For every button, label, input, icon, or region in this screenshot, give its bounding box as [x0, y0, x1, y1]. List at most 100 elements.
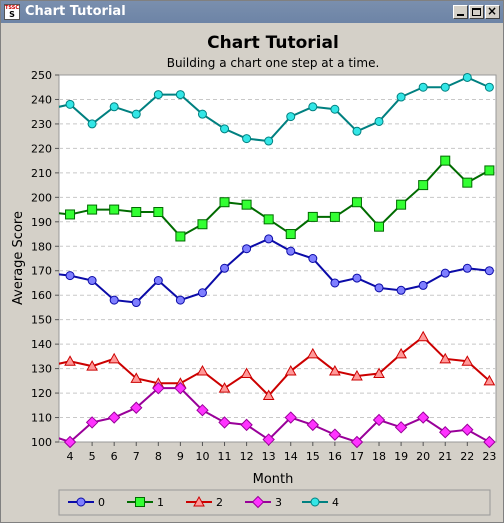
data-point: [306, 347, 319, 359]
y-tick-label: 230: [31, 118, 52, 131]
data-point: [417, 330, 430, 342]
x-tick-label: 8: [155, 450, 162, 463]
data-point: [440, 268, 450, 278]
x-tick-label: 7: [133, 450, 140, 463]
data-point: [396, 92, 406, 102]
close-icon: ×: [487, 4, 498, 18]
x-tick-label: 21: [438, 450, 452, 463]
data-point: [483, 435, 496, 448]
x-tick-label: 16: [328, 450, 342, 463]
data-point: [153, 207, 164, 218]
legend-marker: [251, 495, 265, 509]
x-tick-label: 22: [460, 450, 474, 463]
title-bar[interactable]: TSSC S Chart Tutorial ×: [1, 1, 503, 23]
data-point: [373, 367, 385, 378]
series-group: [59, 72, 496, 448]
window-title: Chart Tutorial: [25, 4, 126, 19]
data-point: [87, 276, 97, 286]
data-point: [286, 112, 296, 122]
data-point: [308, 102, 318, 112]
maximize-icon: [472, 8, 481, 16]
y-tick-label: 180: [31, 240, 52, 253]
y-tick-label: 110: [31, 412, 52, 425]
data-point: [220, 124, 230, 134]
x-tick-label: 20: [416, 450, 430, 463]
legend-label: 0: [98, 496, 105, 509]
data-point: [350, 435, 364, 448]
app-icon-text-top: TSSC: [5, 5, 20, 11]
data-point: [241, 199, 252, 210]
data-point: [130, 372, 143, 383]
data-point: [131, 298, 141, 308]
data-point: [109, 295, 119, 305]
minimize-icon: [457, 14, 464, 16]
chart-title: Chart Tutorial: [207, 33, 339, 53]
data-point: [285, 229, 296, 240]
minimize-button[interactable]: [453, 5, 468, 19]
legend-marker: [76, 497, 86, 507]
data-point: [462, 263, 472, 273]
legend-entry: 3: [245, 495, 282, 509]
data-point: [263, 214, 274, 225]
data-point: [65, 271, 75, 281]
y-tick-label: 250: [31, 69, 52, 82]
data-point: [483, 374, 496, 386]
x-tick-label: 10: [195, 450, 209, 463]
series-3: [59, 381, 496, 448]
data-point: [484, 266, 494, 276]
data-point: [196, 365, 209, 376]
data-point: [65, 99, 75, 109]
data-point: [396, 285, 406, 295]
series-1: [59, 155, 495, 242]
data-point: [484, 82, 494, 92]
app-icon-text-bottom: S: [9, 10, 15, 19]
data-point: [262, 433, 275, 446]
x-axis-label: Month: [253, 472, 294, 487]
data-point: [240, 418, 253, 432]
legend-entry: 0: [68, 496, 105, 509]
data-point: [240, 367, 253, 378]
data-point: [85, 416, 99, 429]
data-point: [87, 119, 97, 129]
data-point: [352, 126, 362, 136]
data-point: [175, 295, 185, 305]
data-point: [286, 246, 296, 256]
app-icon: TSSC S: [4, 4, 20, 20]
x-tick-label: 9: [177, 450, 184, 463]
x-tick-label: 5: [89, 450, 96, 463]
x-tick-label: 18: [372, 450, 386, 463]
y-tick-label: 140: [31, 338, 52, 351]
data-point: [462, 72, 472, 82]
y-tick-label: 150: [31, 314, 52, 327]
data-point: [175, 231, 186, 242]
data-point: [109, 102, 119, 112]
data-point: [87, 204, 98, 215]
data-point: [65, 209, 76, 220]
data-point: [130, 401, 143, 414]
data-point: [220, 263, 230, 273]
data-point: [218, 416, 231, 429]
data-point: [86, 360, 98, 371]
data-point: [440, 82, 450, 92]
data-point: [107, 411, 121, 424]
maximize-button[interactable]: [469, 5, 484, 19]
data-point: [418, 280, 428, 290]
legend-marker: [310, 497, 320, 507]
data-point: [242, 244, 252, 254]
data-point: [439, 352, 452, 364]
data-point: [330, 104, 340, 114]
data-point: [175, 90, 185, 100]
x-tick-label: 13: [262, 450, 276, 463]
data-point: [306, 418, 320, 432]
data-point: [329, 365, 341, 376]
data-point: [351, 197, 362, 208]
close-button[interactable]: ×: [485, 4, 500, 19]
data-point: [461, 355, 474, 366]
data-point: [109, 204, 120, 215]
data-point: [462, 177, 473, 188]
data-point: [374, 283, 384, 293]
x-tick-label: 4: [67, 450, 74, 463]
legend-label: 3: [275, 496, 282, 509]
x-tick-label: 17: [350, 450, 364, 463]
